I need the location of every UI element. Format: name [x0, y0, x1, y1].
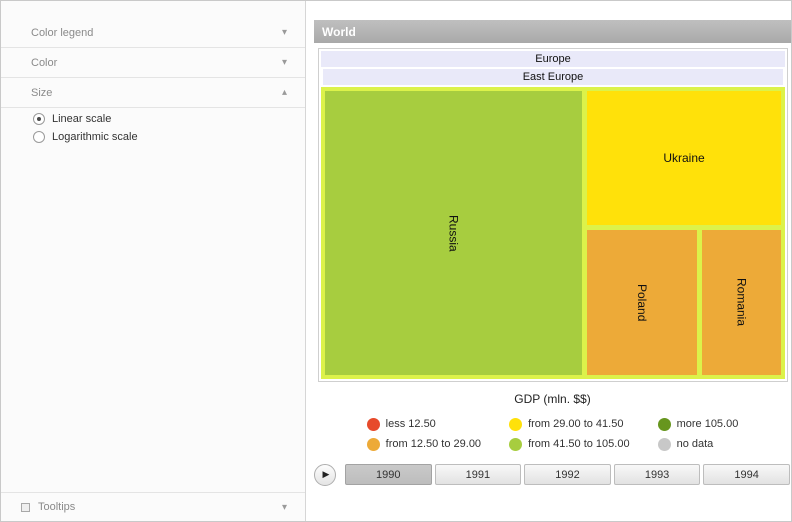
radio-linear-scale[interactable]: Linear scale — [1, 110, 305, 128]
treemap: Europe East Europe Russia Ukraine Poland — [318, 48, 788, 382]
radio-selected-icon — [33, 113, 45, 125]
year-button-1992[interactable]: 1992 — [524, 464, 611, 485]
treemap-header-europe[interactable]: Europe — [321, 51, 785, 67]
legend-title: GDP (mln. $$) — [514, 392, 591, 406]
legend-item-29-to-41-50: from 29.00 to 41.50 — [509, 414, 630, 434]
legend-swatch-yellow-green — [509, 437, 523, 451]
year-button-1991[interactable]: 1991 — [434, 464, 522, 485]
size-options-group: Linear scale Logarithmic scale — [1, 110, 305, 146]
treemap-cell-russia[interactable]: Russia — [325, 91, 583, 375]
treemap-cell-poland[interactable]: Poland — [587, 229, 697, 375]
treemap-region: Russia Ukraine Poland Romania — [321, 87, 785, 379]
tooltips-checkbox-icon — [21, 502, 30, 512]
cell-label-russia: Russia — [446, 214, 461, 252]
cell-label-ukraine: Ukraine — [663, 150, 705, 165]
radio-logarithmic-scale[interactable]: Logarithmic scale — [1, 128, 305, 146]
caret-down-icon: ▾ — [281, 501, 287, 513]
year-button-1993[interactable]: 1993 — [613, 464, 701, 485]
panel-label-size: Size — [31, 86, 53, 99]
treemap-right-column: Ukraine Poland Romania — [587, 91, 781, 375]
legend-swatch-yellow — [509, 417, 523, 431]
legend: less 12.50 from 12.50 to 29.00 from 29.0… — [314, 414, 791, 454]
caret-up-icon: ▴ — [281, 87, 287, 98]
treemap-cell-romania[interactable]: Romania — [701, 229, 781, 375]
caret-down-icon: ▾ — [281, 57, 287, 68]
radio-label-linear: Linear scale — [52, 113, 112, 125]
timeline: ▶ 1990 1991 1992 1993 1994 — [314, 463, 790, 486]
year-button-1990[interactable]: 1990 — [345, 464, 432, 485]
year-buttons: 1990 1991 1992 1993 1994 — [345, 464, 790, 485]
legend-item-less-12-50: less 12.50 — [366, 414, 481, 434]
treemap-header-east-europe[interactable]: East Europe — [323, 69, 783, 85]
legend-swatch-orange — [366, 437, 380, 451]
radio-unselected-icon — [33, 131, 45, 143]
treemap-root-header[interactable]: World — [314, 20, 791, 43]
cell-label-romania: Romania — [734, 278, 749, 327]
panel-label-color-legend: Color legend — [31, 26, 94, 39]
legend-label: less 12.50 — [385, 418, 436, 430]
legend-swatch-gray — [657, 437, 671, 451]
panel-header-color[interactable]: Color ▾ — [1, 48, 305, 78]
panel-label-color: Color — [31, 56, 58, 69]
cell-label-poland: Poland — [634, 283, 649, 322]
legend-swatch-dark-green — [657, 417, 671, 431]
panel-header-tooltips[interactable]: Tooltips ▾ — [1, 492, 305, 521]
legend-item-more-105: more 105.00 — [657, 414, 739, 434]
panel-header-size[interactable]: Size ▴ — [1, 78, 305, 108]
legend-swatch-red — [366, 417, 380, 431]
radio-label-logarithmic: Logarithmic scale — [52, 131, 138, 143]
legend-label: more 105.00 — [676, 418, 739, 430]
legend-label: from 29.00 to 41.50 — [528, 418, 624, 430]
treemap-bottom-row: Poland Romania — [587, 229, 781, 375]
legend-label: no data — [676, 438, 714, 450]
play-button[interactable]: ▶ — [314, 463, 336, 486]
caret-down-icon: ▾ — [281, 27, 287, 38]
main-area: World Europe East Europe Russia Ukraine … — [307, 1, 791, 521]
panel-header-color-legend[interactable]: Color legend ▾ — [1, 18, 305, 48]
legend-label: from 41.50 to 105.00 — [528, 438, 630, 450]
panel-label-tooltips: Tooltips — [38, 501, 76, 513]
legend-item-no-data: no data — [657, 434, 739, 454]
treemap-cell-ukraine[interactable]: Ukraine — [587, 91, 781, 225]
legend-item-41-50-to-105: from 41.50 to 105.00 — [509, 434, 630, 454]
play-icon: ▶ — [322, 469, 330, 479]
sidebar: Color legend ▾ Color ▾ Size ▴ Linear sca… — [1, 1, 306, 521]
year-button-1994[interactable]: 1994 — [703, 464, 790, 485]
legend-label: from 12.50 to 29.00 — [385, 438, 482, 450]
legend-item-12-50-to-29: from 12.50 to 29.00 — [366, 434, 482, 454]
